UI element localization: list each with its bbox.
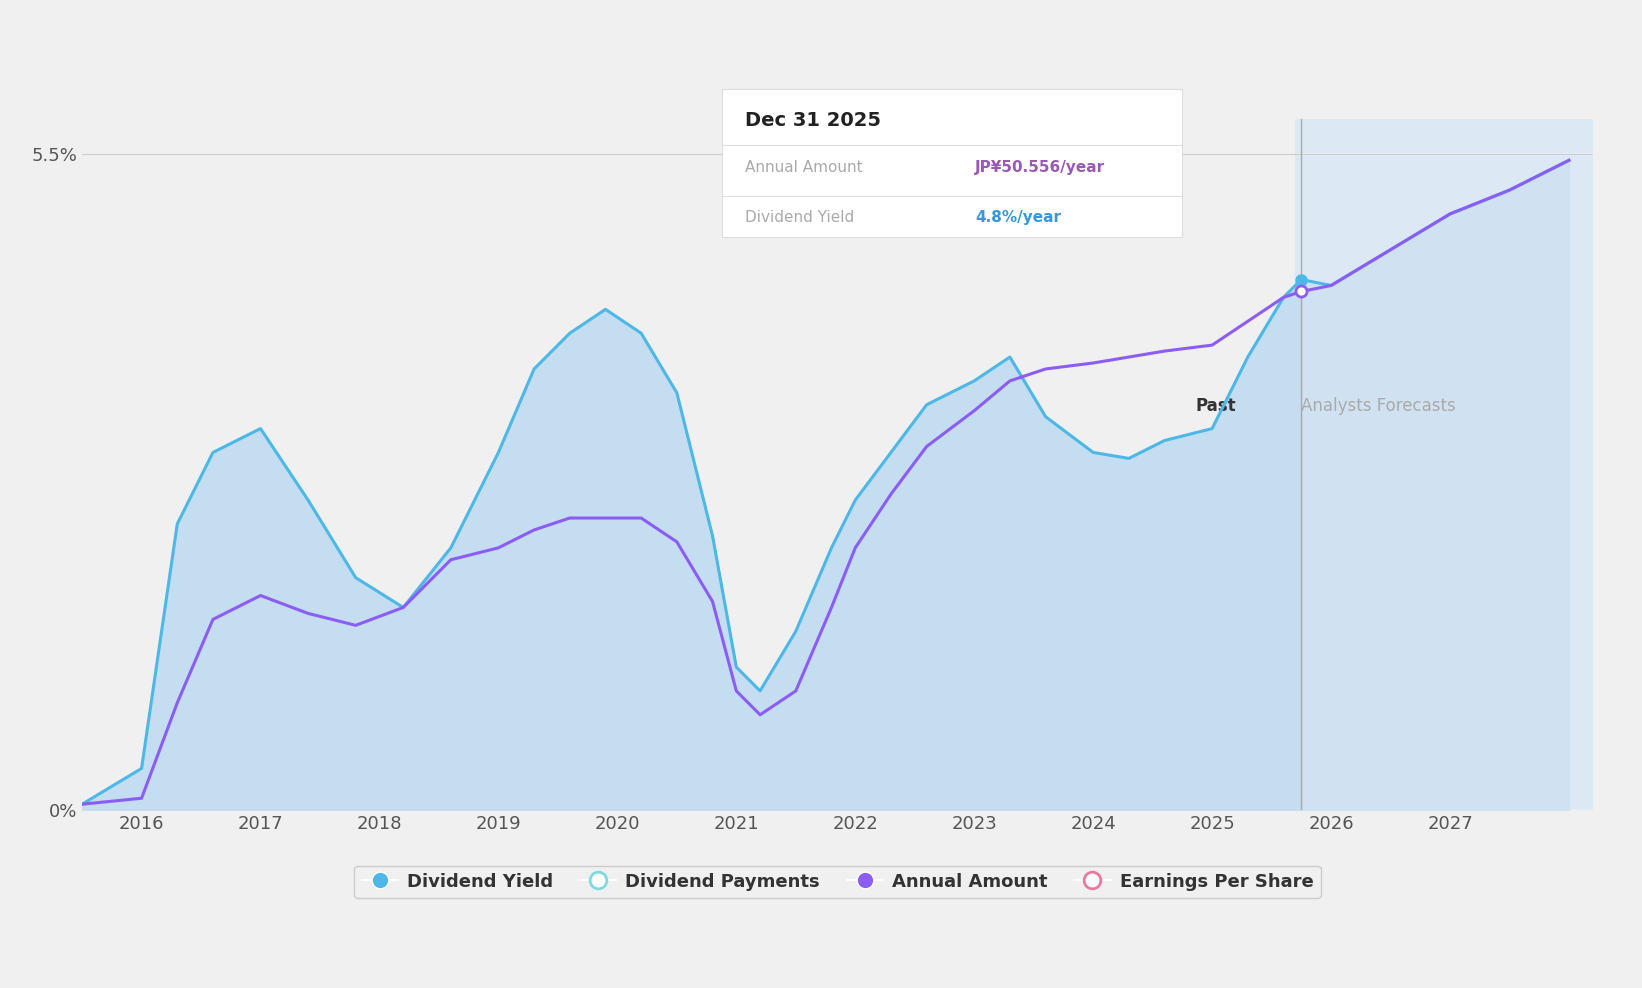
Text: 4.8%/year: 4.8%/year (975, 210, 1061, 225)
Text: Past: Past (1195, 396, 1236, 415)
Text: JP¥50.556/year: JP¥50.556/year (975, 160, 1105, 175)
Text: Annual Amount: Annual Amount (745, 160, 864, 175)
Text: Dividend Yield: Dividend Yield (745, 210, 855, 225)
Bar (1296, 119, 1593, 810)
Text: Analysts Forecasts: Analysts Forecasts (1302, 396, 1456, 415)
Text: Dec 31 2025: Dec 31 2025 (745, 112, 882, 130)
Legend: Dividend Yield, Dividend Payments, Annual Amount, Earnings Per Share: Dividend Yield, Dividend Payments, Annua… (355, 865, 1320, 898)
